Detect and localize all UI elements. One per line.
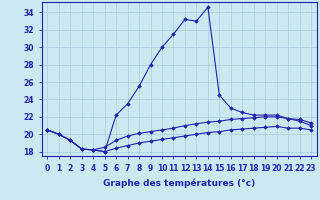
X-axis label: Graphe des températures (°c): Graphe des températures (°c): [103, 178, 255, 188]
